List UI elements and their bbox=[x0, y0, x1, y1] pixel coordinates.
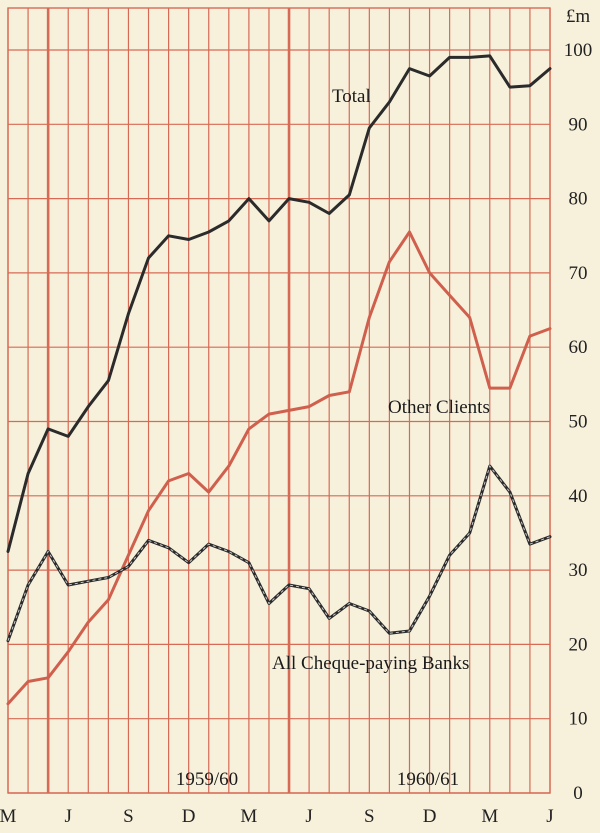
y-tick-70: 70 bbox=[569, 263, 588, 284]
y-tick-80: 80 bbox=[569, 189, 588, 210]
y-tick-40: 40 bbox=[569, 486, 588, 507]
series-other-clients-line bbox=[6, 230, 552, 706]
y-tick-10: 10 bbox=[569, 709, 588, 730]
y-tick-50: 50 bbox=[569, 412, 588, 433]
period-label-1960-61: 1960/61 bbox=[397, 769, 459, 790]
grid bbox=[7, 7, 551, 794]
unit-label: £m bbox=[566, 6, 591, 27]
y-tick-90: 90 bbox=[569, 114, 588, 135]
y-tick-60: 60 bbox=[569, 337, 588, 358]
x-tick-1: J bbox=[65, 806, 72, 827]
x-tick-5: J bbox=[305, 806, 312, 827]
y-tick-0: 0 bbox=[573, 783, 583, 804]
period-label-1959-60: 1959/60 bbox=[176, 769, 238, 790]
series-banks-line-hatch bbox=[7, 465, 551, 641]
x-tick-0: M bbox=[0, 806, 17, 827]
y-tick-30: 30 bbox=[569, 560, 588, 581]
x-tick-9: J bbox=[546, 806, 553, 827]
series-total-line bbox=[6, 54, 552, 553]
x-tick-3: D bbox=[182, 806, 196, 827]
x-tick-4: M bbox=[240, 806, 257, 827]
series-lines bbox=[6, 54, 552, 706]
y-tick-20: 20 bbox=[569, 634, 588, 655]
series-label-banks: All Cheque-paying Banks bbox=[272, 653, 469, 674]
series-label-other-clients: Other Clients bbox=[388, 397, 490, 418]
x-tick-2: S bbox=[123, 806, 134, 827]
y-tick-100: 100 bbox=[564, 40, 593, 61]
y-tick-labels: 0 10 20 30 40 50 60 70 80 90 100 bbox=[564, 40, 593, 804]
x-tick-6: S bbox=[364, 806, 375, 827]
series-label-total: Total bbox=[332, 86, 371, 107]
x-tick-7: D bbox=[423, 806, 437, 827]
x-tick-8: M bbox=[481, 806, 498, 827]
